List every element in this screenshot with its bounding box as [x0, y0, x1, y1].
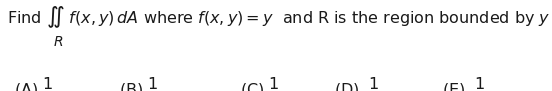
Text: (B) $\dfrac{1}{4}$: (B) $\dfrac{1}{4}$ — [119, 75, 160, 91]
Text: (C) $\dfrac{1}{6}$: (C) $\dfrac{1}{6}$ — [240, 75, 281, 91]
Text: (E) $\dfrac{1}{15}$: (E) $\dfrac{1}{15}$ — [442, 75, 492, 91]
Text: $R$: $R$ — [53, 35, 63, 49]
Text: (A) $\dfrac{1}{3}$: (A) $\dfrac{1}{3}$ — [14, 75, 55, 91]
Text: Find $\iint$ $f(x, y)\,dA$ where $f(x, y)= y$  and R is the region bounded by $y: Find $\iint$ $f(x, y)\,dA$ where $f(x, y… — [7, 5, 552, 30]
Text: (D) $\dfrac{1}{12}$: (D) $\dfrac{1}{12}$ — [334, 75, 386, 91]
